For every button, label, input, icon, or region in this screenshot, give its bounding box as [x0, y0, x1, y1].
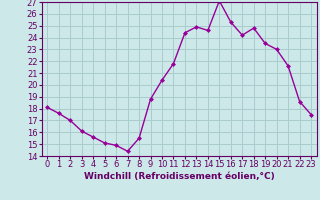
X-axis label: Windchill (Refroidissement éolien,°C): Windchill (Refroidissement éolien,°C): [84, 172, 275, 181]
